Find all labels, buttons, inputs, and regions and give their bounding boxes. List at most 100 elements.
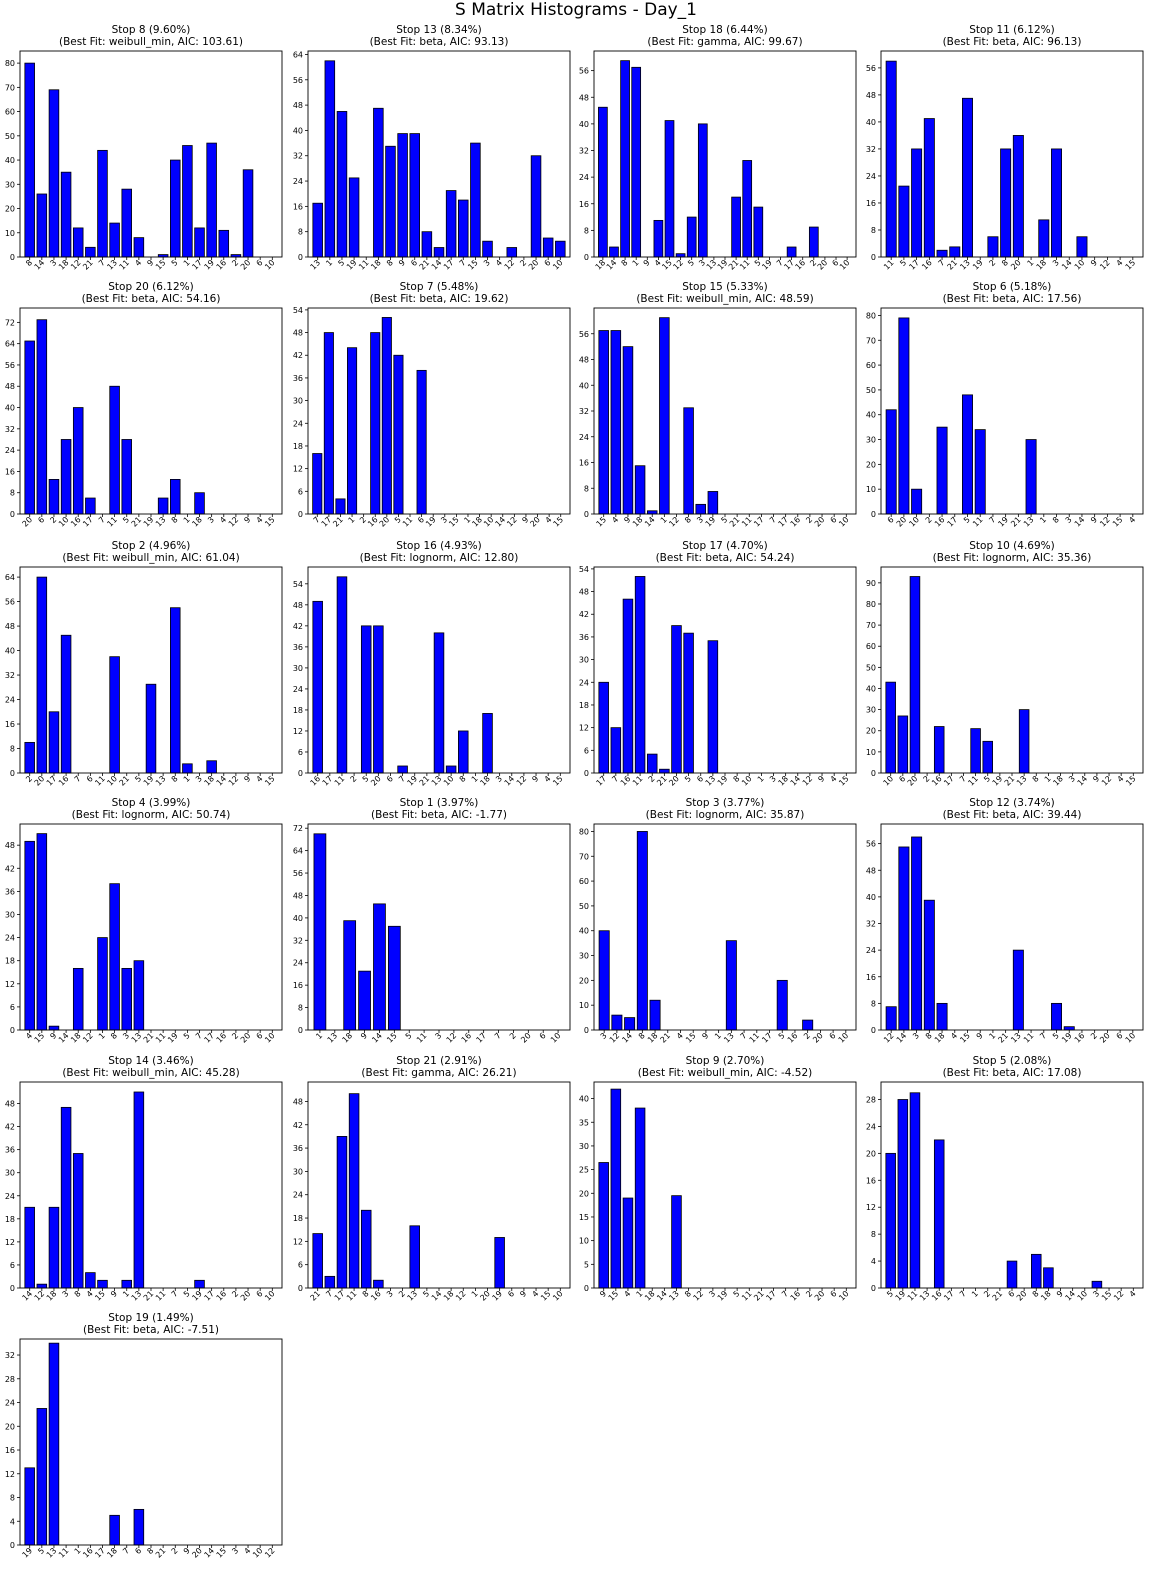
axes-frame (307, 823, 571, 1031)
y-tick-label: 54 (293, 580, 303, 589)
y-tick-label: 90 (866, 579, 876, 588)
subplot-title: (Best Fit: weibull_min, AIC: -4.52) (638, 1067, 812, 1079)
bar (373, 903, 386, 1031)
x-tick-label: 10 (907, 515, 921, 529)
bar (121, 1279, 132, 1289)
x-tick-label: 8 (924, 1031, 934, 1041)
x-tick-label: 12 (1100, 774, 1114, 788)
x-tick-label: 15 (595, 515, 609, 529)
bar (482, 713, 493, 774)
x-tick-label: 8 (1051, 515, 1061, 525)
x-tick-label: 5 (336, 258, 346, 268)
x-tick-label: 5 (719, 515, 729, 525)
x-tick-label: 15 (215, 1546, 229, 1560)
bar (48, 479, 60, 515)
y-tick-label: 70 (5, 83, 15, 92)
subplot-title: Stop 14 (3.46%) (108, 1055, 193, 1067)
bar (170, 159, 181, 258)
x-tick-label: 4 (622, 1289, 632, 1299)
y-tick-label: 5 (584, 1260, 589, 1269)
x-tick-label: 4 (218, 515, 228, 525)
y-tick-label: 40 (5, 647, 15, 656)
x-tick-label: 20 (906, 774, 920, 788)
y-tick-label: 18 (293, 706, 303, 715)
y-tick-label: 48 (293, 1097, 303, 1106)
bar (360, 625, 372, 774)
x-tick-label: 5 (170, 258, 180, 268)
y-tick-label: 80 (866, 311, 876, 320)
subplot: Stop 21 (2.91%)(Best Fit: gamma, AIC: 26… (293, 1055, 571, 1303)
y-tick-label: 0 (10, 253, 15, 262)
x-tick-label: 13 (326, 1031, 340, 1045)
subplot-title: Stop 19 (1.49%) (108, 1312, 193, 1324)
x-tick-label: 1 (182, 515, 192, 525)
x-tick-label: 3 (61, 1289, 71, 1299)
x-tick-label: 6 (543, 258, 553, 268)
x-tick-label: 13 (667, 1289, 681, 1303)
x-tick-label: 9 (700, 1031, 710, 1041)
x-tick-label: 17 (760, 1031, 774, 1045)
y-tick-label: 24 (293, 959, 303, 968)
bar (923, 899, 935, 1031)
y-tick-label: 40 (293, 126, 303, 135)
x-tick-label: 17 (475, 1031, 489, 1045)
bar (753, 206, 764, 258)
x-tick-label: 9 (975, 1031, 985, 1041)
bar (72, 227, 84, 258)
y-tick-label: 0 (10, 510, 15, 519)
x-tick-label: 21 (659, 1031, 673, 1045)
x-tick-label: 21 (154, 1546, 168, 1560)
bar (242, 169, 254, 258)
x-tick-label: 19 (996, 515, 1010, 529)
axes-frame (880, 1081, 1144, 1289)
y-tick-label: 6 (584, 746, 589, 755)
x-tick-label: 8 (620, 258, 630, 268)
bar (624, 1017, 636, 1031)
y-tick-label: 24 (866, 946, 876, 955)
x-tick-label: 12 (801, 774, 815, 788)
y-tick-label: 36 (579, 633, 589, 642)
y-tick-label: 40 (579, 927, 589, 936)
y-tick-label: 30 (866, 436, 876, 445)
x-tick-label: 9 (816, 774, 826, 784)
x-tick-label: 4 (85, 1289, 95, 1299)
axes-frame (307, 50, 571, 258)
y-tick-label: 48 (579, 93, 589, 102)
y-tick-label: 4 (10, 1517, 15, 1526)
subplot-title: (Best Fit: beta, AIC: -7.51) (83, 1324, 219, 1336)
y-tick-label: 6 (298, 748, 303, 757)
bar (206, 142, 217, 258)
x-tick-label: 2 (1089, 1031, 1099, 1041)
subplot-title: Stop 11 (6.12%) (969, 24, 1054, 36)
x-tick-label: 9 (598, 1289, 608, 1299)
x-tick-label: 7 (936, 258, 946, 268)
y-tick-label: 72 (293, 824, 303, 833)
x-tick-label: 1 (1026, 258, 1036, 268)
x-tick-label: 19 (716, 774, 730, 788)
x-tick-label: 5 (393, 515, 403, 525)
x-tick-label: 12 (667, 515, 681, 529)
subplot: Stop 6 (5.18%)(Best Fit: beta, AIC: 17.5… (866, 281, 1144, 529)
y-tick-label: 64 (5, 573, 15, 582)
bar (370, 332, 381, 515)
bar (622, 346, 634, 515)
x-tick-label: 5 (885, 1289, 895, 1299)
x-tick-label: 16 (789, 1289, 803, 1303)
x-tick-label: 8 (683, 1289, 693, 1299)
y-tick-label: 56 (866, 64, 876, 73)
x-tick-label: 2 (804, 515, 814, 525)
x-tick-label: 1 (470, 774, 480, 784)
x-tick-label: 15 (837, 774, 851, 788)
x-tick-label: 14 (370, 1031, 384, 1045)
x-tick-label: 3 (1064, 515, 1074, 525)
bar (646, 753, 658, 774)
x-tick-label: 12 (692, 1289, 706, 1303)
subplot-title: Stop 13 (8.34%) (396, 24, 481, 36)
bar (1006, 1260, 1018, 1289)
bar (506, 247, 518, 258)
x-tick-label: 7 (324, 1289, 334, 1299)
y-tick-label: 16 (5, 1446, 15, 1455)
y-tick-label: 18 (579, 701, 589, 710)
subplot: Stop 9 (2.70%)(Best Fit: weibull_min, AI… (579, 1055, 857, 1303)
